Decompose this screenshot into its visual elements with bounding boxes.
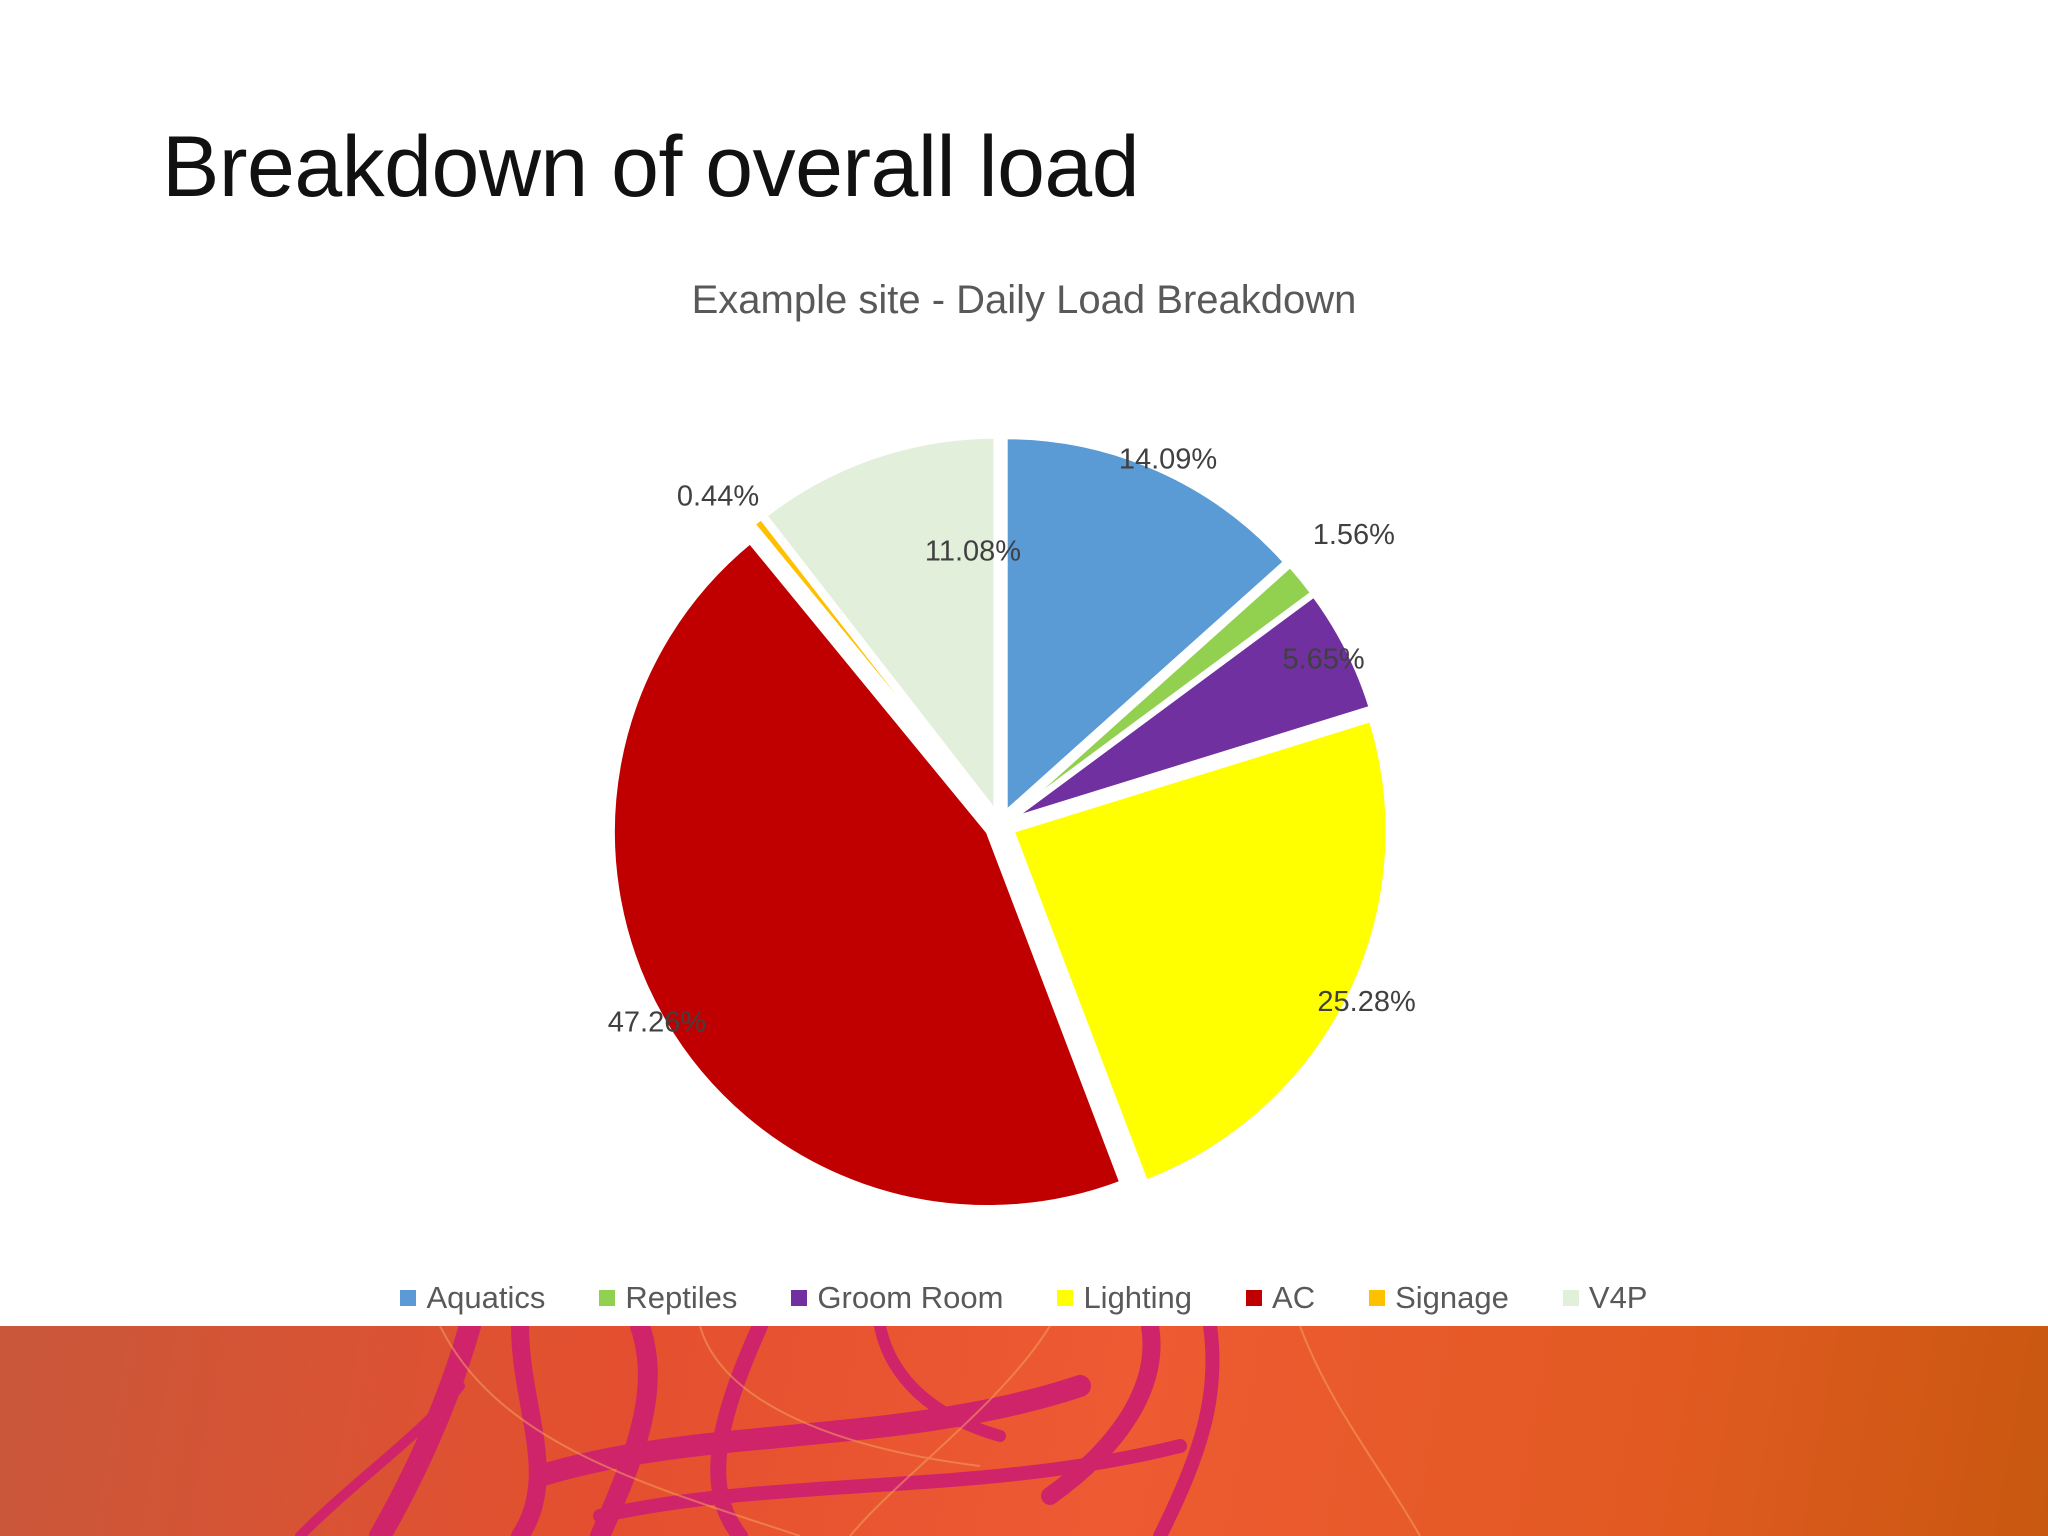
data-label-v4p: 11.08% [925, 536, 1021, 568]
data-label-ac: 47.26% [608, 1007, 706, 1039]
pie-slice-ac [610, 539, 1124, 1209]
legend-label: Groom Room [817, 1280, 1004, 1315]
pie-slice-aquatics [1003, 435, 1288, 817]
legend-item-groom-room: Groom Room [791, 1280, 1003, 1316]
legend-label: Aquatics [426, 1280, 546, 1315]
data-label-groom-room: 5.65% [1282, 644, 1364, 676]
legend-swatch [1369, 1290, 1386, 1306]
legend-swatch [791, 1290, 808, 1306]
chart-legend: Aquatics Reptiles Groom Room Lighting AC Sign… [0, 1280, 2048, 1316]
slide-title: Breakdown of overall load [162, 119, 1140, 215]
legend-label: Lighting [1083, 1280, 1193, 1315]
pie-slices [610, 434, 1390, 1209]
legend-label: AC [1272, 1280, 1316, 1315]
legend-swatch [1562, 1290, 1579, 1306]
data-label-reptiles: 1.56% [1313, 519, 1395, 551]
decorative-swirl-graphic [295, 1326, 1421, 1536]
data-label-lighting: 25.28% [1317, 986, 1415, 1018]
legend-item-reptiles: Reptiles [599, 1280, 737, 1316]
data-label-aquatics: 14.09% [1119, 444, 1217, 476]
pie-slice-lighting [1009, 717, 1390, 1185]
pie-slice-reptiles [1009, 563, 1315, 818]
data-label-signage: 0.44% [677, 481, 759, 513]
legend-swatch [599, 1290, 616, 1306]
legend-label: V4P [1588, 1280, 1648, 1315]
legend-label: Reptiles [625, 1280, 738, 1315]
legend-item-aquatics: Aquatics [400, 1280, 545, 1316]
legend-swatch [1246, 1290, 1263, 1306]
legend-item-signage: Signage [1369, 1280, 1509, 1316]
legend-item-lighting: Lighting [1057, 1280, 1192, 1316]
pie-slice-v4p [762, 434, 998, 818]
legend-swatch [1057, 1290, 1074, 1306]
legend-item-ac: AC [1246, 1280, 1315, 1316]
pie-slice-groom-room [1011, 592, 1374, 821]
chart-title: Example site - Daily Load Breakdown [691, 278, 1357, 322]
legend-item-v4p: V4P [1562, 1280, 1648, 1316]
pie-slice-signage [750, 515, 993, 816]
legend-swatch [400, 1290, 417, 1306]
legend-label: Signage [1395, 1280, 1509, 1315]
decorative-footer-band [0, 1326, 2048, 1536]
pie-data-labels: 14.09% 1.56% 5.65% 25.28% 47.26% 0.44% 11.08% [608, 444, 1416, 1039]
